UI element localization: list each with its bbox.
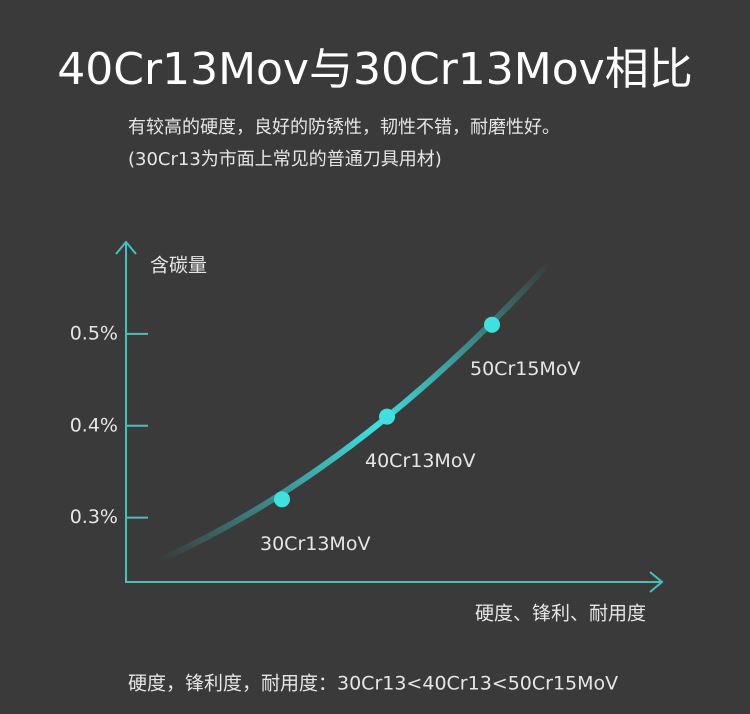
- footer: 硬度，锋利度，耐用度：30Cr13<40Cr13<50Cr15MoV: [128, 673, 618, 695]
- subtitle: (30Cr13为市面上常见的普通刀具用材): [128, 149, 442, 170]
- point: [274, 491, 290, 508]
- point: [379, 408, 395, 425]
- point-label: 30Cr13MoV: [260, 533, 370, 555]
- y-tick-label: 0.4%: [70, 414, 118, 436]
- y-axis-label: 含碳量: [150, 255, 207, 277]
- trend-curve: [158, 259, 553, 563]
- point-label: 50Cr15MoV: [470, 358, 580, 380]
- x-axis-label: 硬度、锋利、耐用度: [475, 603, 646, 625]
- y-tick-label: 0.3%: [70, 506, 118, 528]
- axes: [115, 240, 664, 593]
- point: [484, 316, 500, 333]
- y-tick-label: 0.5%: [70, 322, 118, 344]
- chart-title: 40Cr13Mov与30Cr13Mov相比: [57, 44, 692, 95]
- subtitle: 有较高的硬度，良好的防锈性，韧性不错，耐磨性好。: [128, 117, 560, 138]
- point-label: 40Cr13MoV: [365, 450, 475, 472]
